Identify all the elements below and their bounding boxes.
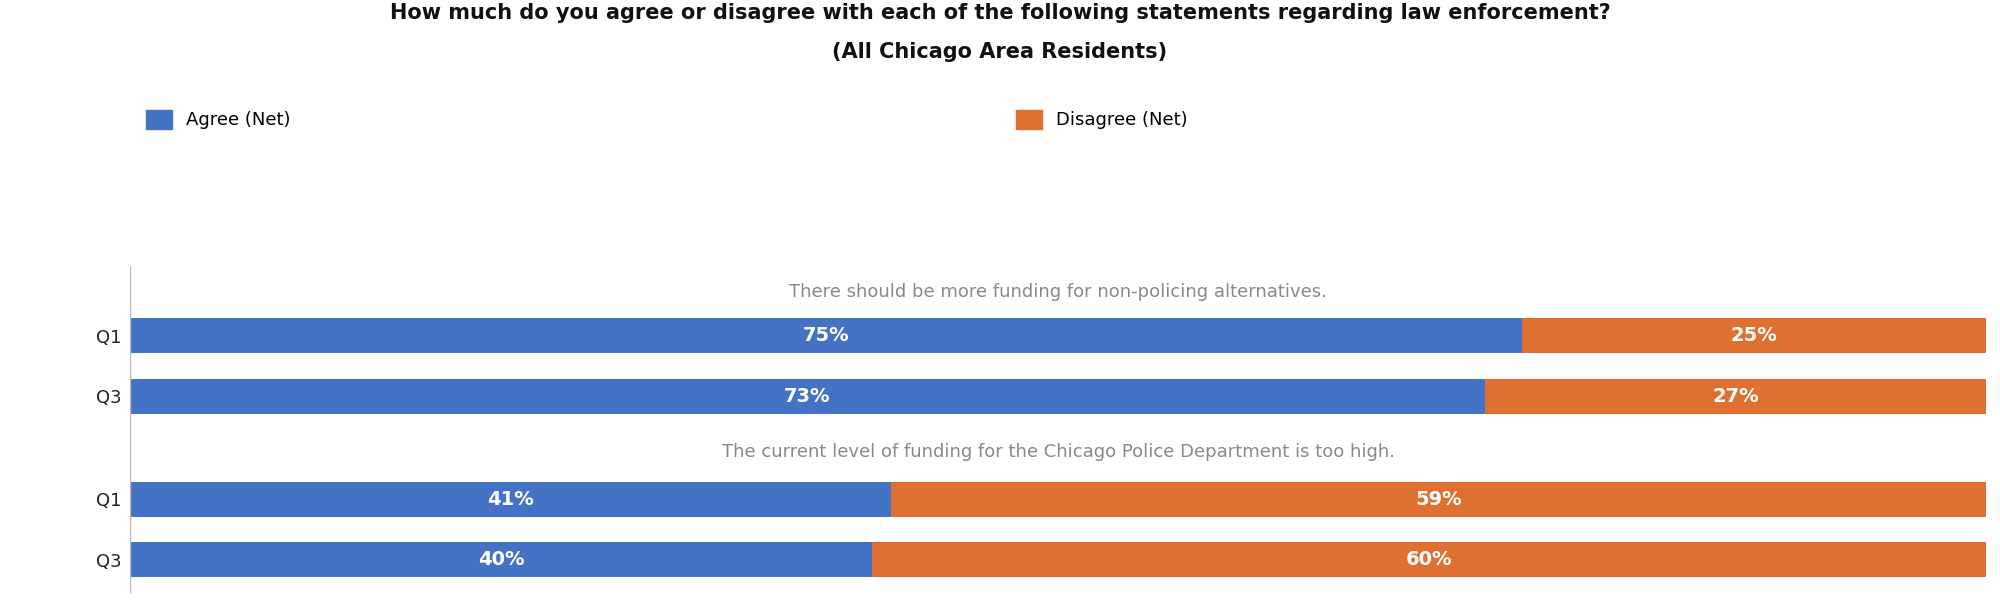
Legend: Disagree (Net): Disagree (Net) (1010, 103, 1194, 137)
Text: 25%: 25% (1730, 326, 1778, 345)
Text: 40%: 40% (478, 550, 524, 569)
Bar (130, 482, 890, 517)
Text: How much do you agree or disagree with each of the following statements regardin: How much do you agree or disagree with e… (390, 3, 1610, 23)
Text: 59%: 59% (1416, 489, 1462, 509)
Bar (890, 482, 1986, 517)
Text: 73%: 73% (784, 387, 830, 406)
Text: The current level of funding for the Chicago Police Department is too high.: The current level of funding for the Chi… (722, 443, 1394, 461)
Text: 60%: 60% (1406, 550, 1452, 569)
Bar (130, 542, 872, 577)
Bar (1522, 318, 1986, 353)
Legend: Agree (Net): Agree (Net) (140, 103, 298, 137)
Bar (130, 379, 1484, 414)
Bar (872, 542, 1986, 577)
Text: 75%: 75% (802, 326, 850, 345)
Bar (1484, 379, 1986, 414)
Text: (All Chicago Area Residents): (All Chicago Area Residents) (832, 42, 1168, 62)
Text: There should be more funding for non-policing alternatives.: There should be more funding for non-pol… (790, 283, 1326, 301)
Bar (130, 318, 1522, 353)
Text: 41%: 41% (488, 489, 534, 509)
Text: 27%: 27% (1712, 387, 1758, 406)
